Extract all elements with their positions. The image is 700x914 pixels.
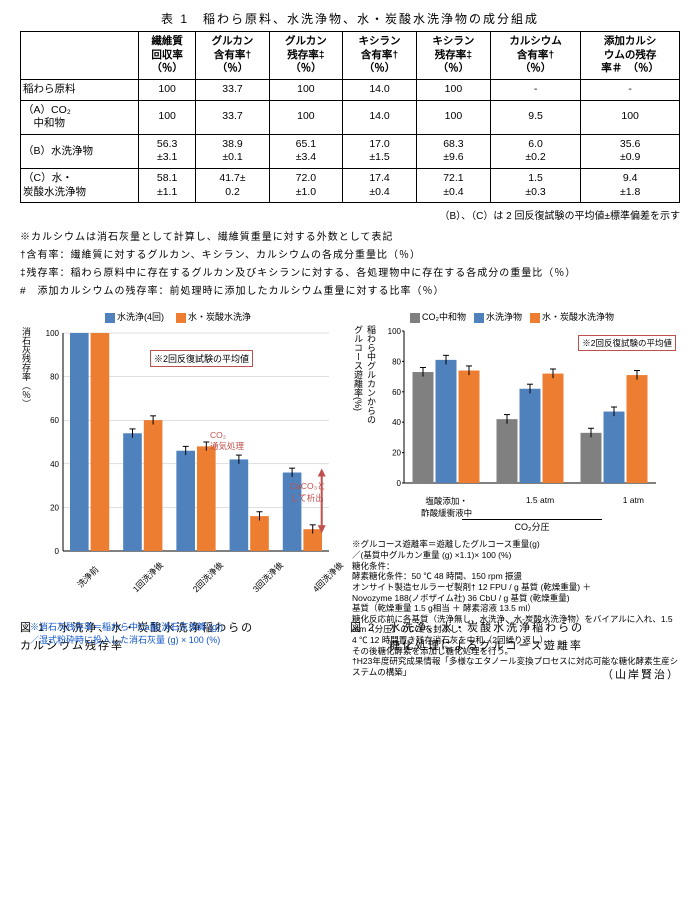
table-cell: 65.1±3.4 [269,134,342,168]
chart1-annotation-note: ※2回反復試験の平均値 [150,350,253,367]
table-cell: 72.0±1.0 [269,169,342,203]
table-header-cell: キシラン含有率†（％） [343,32,417,80]
svg-text:80: 80 [392,358,401,367]
table-header-cell: 添加カルシウムの残存率＃ （％） [581,32,680,80]
footnote-line: # 添加カルシウムの残存率：前処理時に添加したカルシウム重量に対する比率（％） [20,284,680,300]
table-header-cell: 繊維質回収率（％） [138,32,195,80]
svg-text:60: 60 [50,417,59,426]
table-cell: 9.4±1.8 [581,169,680,203]
svg-text:60: 60 [392,388,401,397]
svg-text:40: 40 [392,419,401,428]
table-cell: （A）CO₂ 中和物 [21,100,139,134]
table-cell: 17.0±1.5 [343,134,417,168]
svg-text:100: 100 [388,327,402,336]
chart2-notes: ※グルコース遊離率＝遊離したグルコース重量(g)／(基質中グルカン重量 (g) … [352,539,680,677]
table-cell: （C）水・炭酸水洗浄物 [21,169,139,203]
chart2-note-line: その後糖化酵素を添加し糖化処理を行う。 [352,646,680,657]
chart1-xlabels: 洗浄前1回洗浄後2回洗浄後3回洗浄後4回洗浄後 [48,567,348,587]
chart2-note-line: 4 ℃ 12 時間置き残存消石灰を中和（2回繰り返し）。 [352,635,680,646]
svg-text:0: 0 [55,547,60,556]
chart2-note-line: 酵素糖化条件：50 ℃ 48 時間、150 rpm 振盪 [352,571,680,582]
chart1-annotation-caco3: CaCO₃として析出 [290,480,326,504]
table-cell: 38.9±0.1 [196,134,269,168]
svg-text:20: 20 [50,504,59,513]
table-row: （B）水洗浄物56.3±3.138.9±0.165.1±3.417.0±1.56… [21,134,680,168]
table-cell: 1.5±0.3 [490,169,580,203]
chart1-ylabel: 消石灰残存率（％） [20,327,35,567]
table-cell: 100 [138,79,195,100]
table-header-cell [21,32,139,80]
table-cell: 35.6±0.9 [581,134,680,168]
footnote-line: ※カルシウムは消石灰量として計算し、繊維質重量に対する外数として表記 [20,230,680,246]
table-header-cell: カルシウム含有率†（％） [490,32,580,80]
chart2-note-line: オンサイト製造セルラーゼ製剤† 12 FPU / g 基質 (乾燥重量) ＋No… [352,582,680,603]
table-cell: 68.3±9.6 [416,134,490,168]
table-cell: 6.0±0.2 [490,134,580,168]
chart2-co2-axis: CO₂分圧 [462,519,602,533]
chart-calcium-retention: 水洗浄(4回)水・炭酸水洗浄 消石灰残存率（％） 0 20 40 60 80 100 洗浄… [20,310,348,610]
svg-text:0: 0 [397,479,402,488]
chart2-xlabels: 塩酸添加・酢酸緩衝液中1.5 atm1 atm [376,495,680,519]
chart2-note-line: 基質（乾燥重量 1.5 g相当 ＋ 酵素溶液 13.5 ml） [352,603,680,614]
table-cell: 33.7 [196,100,269,134]
table-cell: （B）水洗浄物 [21,134,139,168]
chart1-legend: 水洗浄(4回)水・炭酸水洗浄 [20,310,348,323]
table-cell: 14.0 [343,100,417,134]
table-cell: 9.5 [490,100,580,134]
chart1-annotation-co2: CO₂通気処理 [210,430,244,452]
chart2-legend: CO₂中和物水洗浄物水・炭酸水洗浄物 [352,310,680,323]
table-cell: - [581,79,680,100]
footnotes: ※カルシウムは消石灰量として計算し、繊維質重量に対する外数として表記 †含有率：繊… [20,230,680,300]
table-header-cell: グルカン含有率†（％） [196,32,269,80]
chart2-note-line: 糖化条件： [352,561,680,572]
table-cell: 58.1±1.1 [138,169,195,203]
table-header-cell: グルカン残存率‡（％） [269,32,342,80]
table-cell: 100 [581,100,680,134]
chart2-note-line: ※グルコース遊離率＝遊離したグルコース重量(g)／(基質中グルカン重量 (g) … [352,539,680,560]
chart2-note-line: †H23年度研究成果情報「多様なエタノール変換プロセスに対応可能な糖化酵素生産シ… [352,656,680,677]
table-cell: 33.7 [196,79,269,100]
footnote-line: †含有率：繊維質に対するグルカン、キシラン、カルシウムの各成分重量比（％） [20,248,680,264]
chart2-note-line: 糖化反応前に各基質（洗浄無し、水洗浄、水-炭酸水洗浄物）をバイアルに入れ、1.5… [352,614,680,635]
table-cell: - [490,79,580,100]
svg-text:20: 20 [392,449,401,458]
table-cell: 17.4±0.4 [343,169,417,203]
chart1-caption: ※消石灰残存率＝稲わら中Ca量(消石灰換算 (g))／湿式粉砕時に投入した消石灰… [20,621,348,646]
table-cell: 稲わら原料 [21,79,139,100]
svg-text:80: 80 [50,373,59,382]
table-cell: 100 [269,79,342,100]
table-row: （C）水・炭酸水洗浄物58.1±1.141.7±0.272.0±1.017.4±… [21,169,680,203]
table-cell: 41.7±0.2 [196,169,269,203]
svg-text:100: 100 [46,329,60,338]
table-cell: 72.1±0.4 [416,169,490,203]
table-cell: 14.0 [343,79,417,100]
table-cell: 100 [269,100,342,134]
table-row: 稲わら原料10033.710014.0100-- [21,79,680,100]
table-cell: 100 [138,100,195,134]
footnote-line: ‡残存率：稲わら原料中に存在するグルカン及びキシランに対する、各処理物中に存在す… [20,266,680,282]
table-row: （A）CO₂ 中和物10033.710014.01009.5100 [21,100,680,134]
chart2-ylabel: 稲わら中グルカンからのグルコース遊離率(%) [352,325,380,495]
table-footnote: （B）、（C）は 2 回反復試験の平均値±標準偏差を示す [20,207,680,222]
table-header-cell: キシラン残存率‡（％） [416,32,490,80]
table-cell: 100 [416,100,490,134]
table-cell: 100 [416,79,490,100]
svg-text:40: 40 [50,460,59,469]
chart2-annotation-note: ※2回反復試験の平均値 [578,335,676,351]
table-cell: 56.3±3.1 [138,134,195,168]
composition-table: 繊維質回収率（％）グルカン含有率†（％）グルカン残存率‡（％）キシラン含有率†（… [20,31,680,203]
chart-glucose-release: CO₂中和物水洗浄物水・炭酸水洗浄物 稲わら中グルカンからのグルコース遊離率(%… [352,310,680,610]
table-title: 表 1 稲わら原料、水洗浄物、水・炭酸水洗浄物の成分組成 [20,10,680,27]
